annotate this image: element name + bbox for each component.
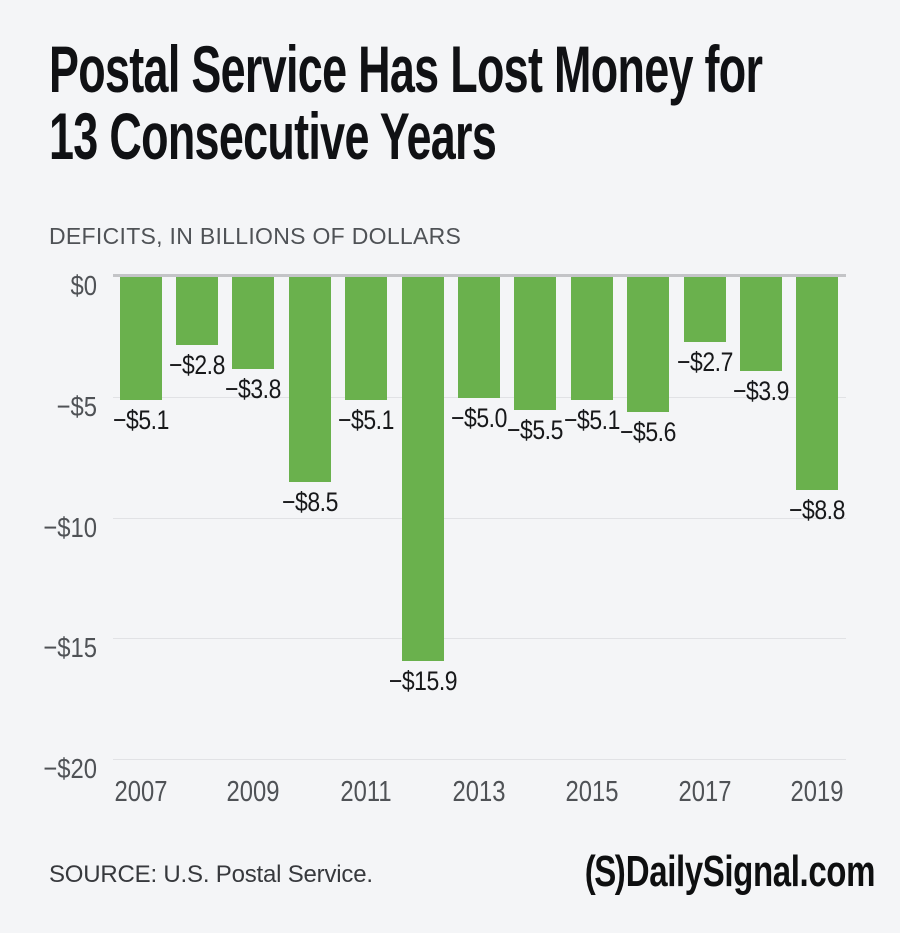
dailysignal-logo: (S)DailySignal.com xyxy=(584,847,876,897)
bar-value-label-2011: −$5.1 xyxy=(338,405,394,435)
source-note: SOURCE: U.S. Postal Service. xyxy=(49,861,373,888)
bar-2015 xyxy=(571,277,613,400)
bar-2007 xyxy=(120,277,162,400)
y-tick-label-−$15: −$15 xyxy=(43,632,97,663)
bar-value-label-2009: −$3.8 xyxy=(225,374,281,404)
y-tick-label-−$5: −$5 xyxy=(56,391,97,422)
y-tick-label-−$10: −$10 xyxy=(43,512,97,543)
y-tick-label-−$20: −$20 xyxy=(43,753,97,784)
dailysignal-logo-text: DailySignal.com xyxy=(625,847,876,896)
bar-value-label-2015: −$5.1 xyxy=(564,405,620,435)
bar-value-label-2012: −$15.9 xyxy=(388,666,458,696)
bar-2017 xyxy=(684,277,726,342)
gridline-−$20 xyxy=(113,759,846,760)
bar-value-label-2016: −$5.6 xyxy=(620,417,676,447)
bar-value-label-2017: −$2.7 xyxy=(677,347,733,377)
bar-2018 xyxy=(740,277,782,371)
bar-value-label-2019: −$8.8 xyxy=(789,495,845,525)
gridline-−$15 xyxy=(113,638,846,639)
bar-2011 xyxy=(345,277,387,400)
x-tick-label-2009: 2009 xyxy=(226,776,280,808)
bar-2016 xyxy=(627,277,669,412)
page-title: Postal Service Has Lost Money for 13 Con… xyxy=(49,36,900,170)
title-line-2: 13 Consecutive Years xyxy=(49,99,497,173)
x-tick-label-2017: 2017 xyxy=(678,776,732,808)
x-tick-label-2013: 2013 xyxy=(452,776,506,808)
gridline-−$10 xyxy=(113,518,846,519)
bar-2019 xyxy=(796,277,838,490)
chart-units-label: DEFICITS, IN BILLIONS OF DOLLARS xyxy=(49,223,462,249)
zero-axis-line xyxy=(113,274,846,277)
bar-2009 xyxy=(232,277,274,369)
bar-value-label-2013: −$5.0 xyxy=(451,403,507,433)
x-tick-label-2019: 2019 xyxy=(790,776,844,808)
bar-value-label-2014: −$5.5 xyxy=(507,415,563,445)
bar-2008 xyxy=(176,277,218,345)
bar-value-label-2007: −$5.1 xyxy=(113,405,169,435)
x-tick-label-2015: 2015 xyxy=(565,776,619,808)
dailysignal-logo-mark-icon: (S) xyxy=(584,847,626,896)
bar-2010 xyxy=(289,277,331,482)
bar-2014 xyxy=(514,277,556,410)
bar-value-label-2008: −$2.8 xyxy=(169,350,225,380)
bar-value-label-2018: −$3.9 xyxy=(733,376,789,406)
bar-2013 xyxy=(458,277,500,398)
y-tick-label-$0: $0 xyxy=(70,270,97,301)
x-tick-label-2011: 2011 xyxy=(340,776,392,808)
title-line-1: Postal Service Has Lost Money for xyxy=(49,32,763,106)
x-tick-label-2007: 2007 xyxy=(114,776,168,808)
bar-2012 xyxy=(402,277,444,661)
bar-value-label-2010: −$8.5 xyxy=(282,487,338,517)
